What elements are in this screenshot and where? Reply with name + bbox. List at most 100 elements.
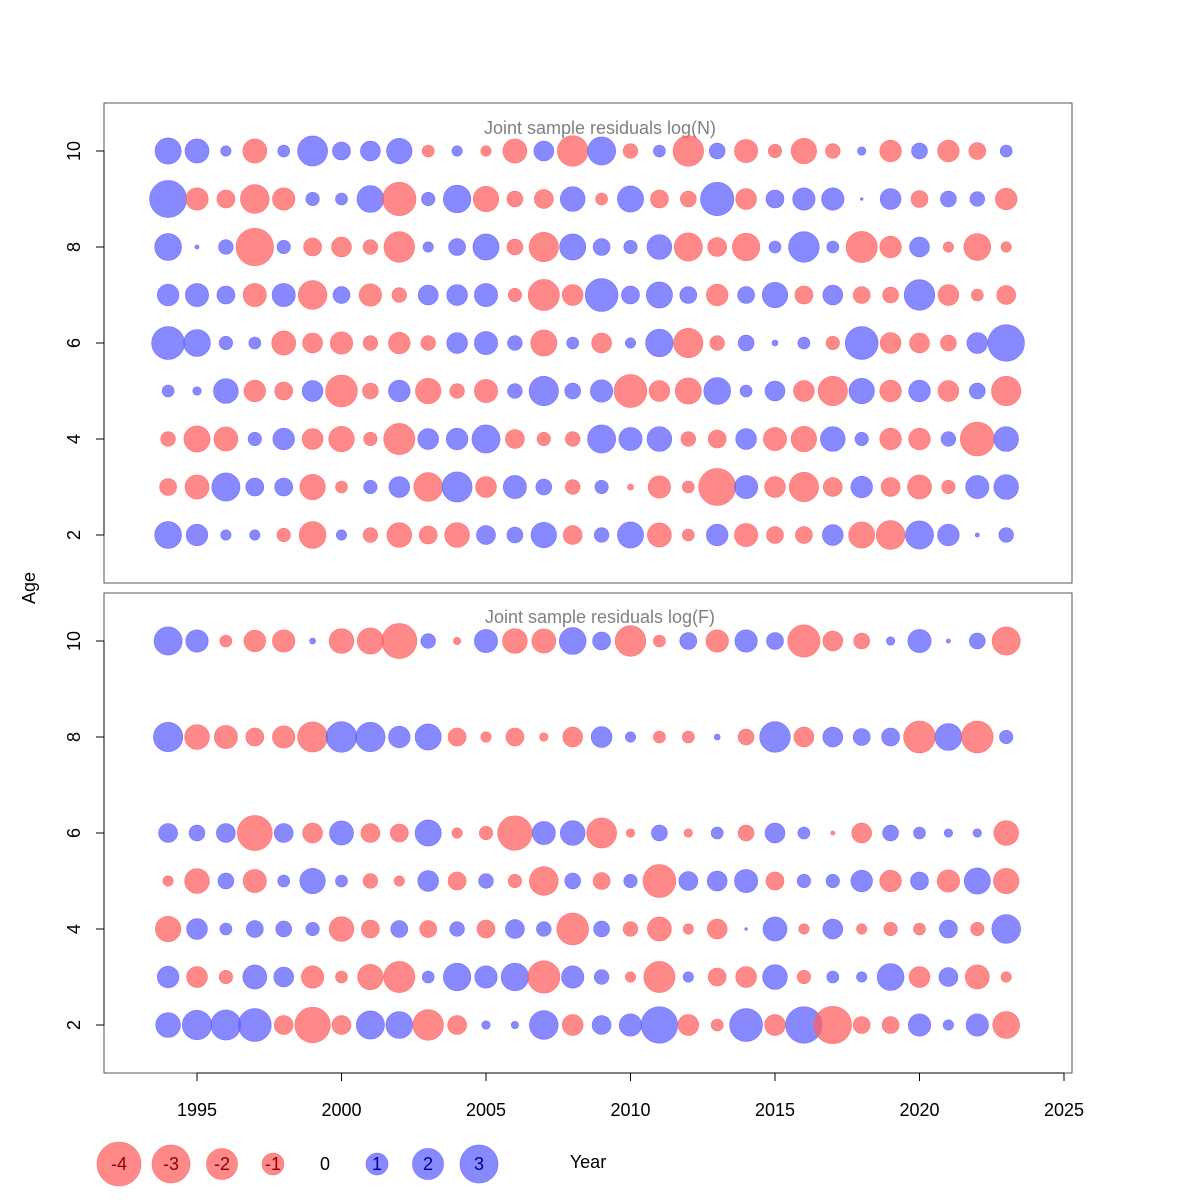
residual-bubble	[328, 628, 355, 654]
residual-bubble	[564, 382, 581, 400]
residual-bubble	[535, 478, 553, 496]
residual-bubble	[590, 726, 613, 748]
residual-bubble	[991, 626, 1021, 656]
residual-bubble	[443, 962, 472, 992]
residual-bubble	[335, 874, 348, 888]
residual-bubble	[390, 920, 409, 938]
residual-bubble	[507, 383, 523, 399]
residual-bubble	[624, 337, 637, 349]
residual-bubble	[558, 627, 587, 655]
residual-bubble	[761, 281, 789, 309]
y-tick-label: 8	[64, 732, 84, 742]
residual-bubble	[441, 471, 473, 503]
residual-bubble	[879, 235, 902, 259]
residual-bubble	[507, 873, 522, 889]
residual-bubble	[966, 332, 989, 354]
residual-bubble	[729, 1008, 763, 1042]
residual-bubble	[813, 1005, 852, 1045]
residual-bubble	[969, 632, 986, 650]
residual-bubble	[822, 477, 843, 497]
residual-bubble	[705, 629, 729, 653]
y-tick-label: 6	[64, 338, 84, 348]
residual-bubble	[155, 1012, 181, 1038]
residual-bubble	[161, 384, 175, 398]
residual-bubble	[149, 180, 187, 218]
residual-bubble	[707, 237, 728, 257]
residual-bubble	[768, 240, 782, 254]
residual-bubble	[235, 227, 274, 267]
residual-bubble	[765, 189, 785, 209]
residual-bubble	[762, 916, 788, 942]
residual-bubble	[213, 725, 238, 749]
legend-label: 2	[423, 1154, 433, 1174]
x-tick-label: 1995	[177, 1100, 217, 1120]
residual-bubble	[643, 961, 676, 993]
residual-bubble	[383, 961, 416, 993]
residual-bubble	[297, 721, 328, 753]
residual-bubble	[790, 425, 817, 453]
legend-bubble	[459, 1144, 499, 1184]
residual-bubble	[298, 521, 327, 549]
residual-bubble	[822, 726, 844, 748]
x-tick-label: 2025	[1044, 1100, 1084, 1120]
residual-bubble	[478, 873, 494, 889]
residual-bubble	[388, 379, 411, 403]
residual-bubble	[184, 474, 210, 500]
residual-bubble	[594, 479, 609, 495]
residual-bubble	[907, 1013, 932, 1037]
residual-bubble	[185, 629, 209, 653]
residual-bubble	[294, 1006, 331, 1044]
residual-bubble	[913, 826, 926, 840]
residual-bubble	[854, 431, 869, 447]
residual-bubble	[766, 526, 784, 544]
residual-bubble	[361, 919, 380, 939]
residual-bubble	[272, 427, 295, 451]
legend-bubble	[365, 1152, 389, 1176]
residual-bubble	[795, 526, 813, 544]
residual-bubble	[497, 815, 533, 851]
residual-bubble	[993, 820, 1019, 846]
residual-bubble	[213, 378, 239, 404]
residual-bubble	[850, 475, 873, 499]
residual-bubble	[325, 374, 358, 408]
residual-bubble	[640, 1006, 678, 1044]
residual-bubble	[590, 379, 614, 403]
y-tick-label: 8	[64, 242, 84, 252]
residual-bubble	[879, 139, 902, 163]
residual-bubble	[970, 288, 984, 302]
residual-bubble	[592, 631, 611, 651]
residual-bubble	[415, 377, 442, 405]
residual-bubble	[301, 380, 324, 402]
residual-bubble	[560, 186, 586, 212]
residual-bubble	[940, 334, 957, 352]
residual-bubble	[762, 964, 788, 990]
residual-bubble	[381, 623, 418, 659]
residual-bubble	[218, 239, 234, 255]
residual-bubble	[792, 187, 816, 211]
residual-bubble	[793, 380, 815, 402]
residual-bubble	[412, 1009, 444, 1041]
residual-bubble	[276, 239, 291, 255]
residual-bubble	[850, 869, 873, 893]
residual-bubble	[617, 521, 644, 549]
residual-bubble	[531, 821, 556, 845]
residual-bubble	[220, 145, 232, 157]
legend-label: 1	[372, 1154, 382, 1174]
residual-bubble	[329, 331, 354, 355]
residual-bubble	[302, 822, 323, 844]
residual-bubble	[681, 528, 695, 542]
residual-bubble	[357, 963, 384, 991]
y-tick-label: 6	[64, 828, 84, 838]
residual-bubble	[185, 283, 209, 307]
residual-bubble	[186, 918, 208, 940]
residual-bubble	[972, 828, 982, 838]
residual-bubble	[735, 966, 757, 988]
residual-bubble	[529, 866, 559, 896]
residual-bubble	[299, 473, 326, 501]
residual-bubble	[332, 286, 351, 304]
residual-bubble	[788, 471, 819, 503]
residual-bubble	[218, 335, 233, 351]
residual-bubble	[449, 383, 465, 399]
residual-bubble	[242, 964, 268, 990]
